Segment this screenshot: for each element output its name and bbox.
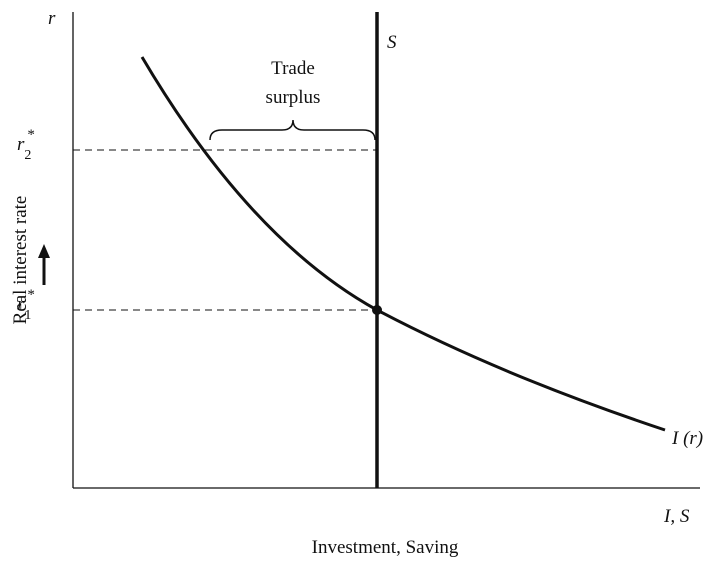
brace — [209, 119, 376, 141]
level-label: r1 * — [17, 287, 35, 323]
level-label: r2 * — [17, 127, 35, 163]
investment-curve — [140, 56, 666, 432]
arrow-head — [38, 244, 50, 258]
annotation: Trade — [271, 58, 315, 79]
y-symbol: r — [48, 8, 56, 29]
saving-label: S — [387, 32, 397, 53]
equilibrium-point — [372, 305, 382, 315]
y-label: Real interest rate — [10, 196, 31, 325]
level-base: r — [17, 294, 25, 315]
level-base: r — [17, 134, 25, 155]
investment-label: I (r) — [671, 428, 703, 449]
level-sub: 1 — [24, 308, 31, 323]
level-sup: * — [27, 127, 35, 143]
x-symbol: I, S — [663, 506, 690, 527]
level-sub: 2 — [24, 148, 31, 163]
x-label: Investment, Saving — [312, 537, 459, 558]
annotation: surplus — [266, 87, 321, 108]
level-sup: * — [27, 287, 35, 303]
